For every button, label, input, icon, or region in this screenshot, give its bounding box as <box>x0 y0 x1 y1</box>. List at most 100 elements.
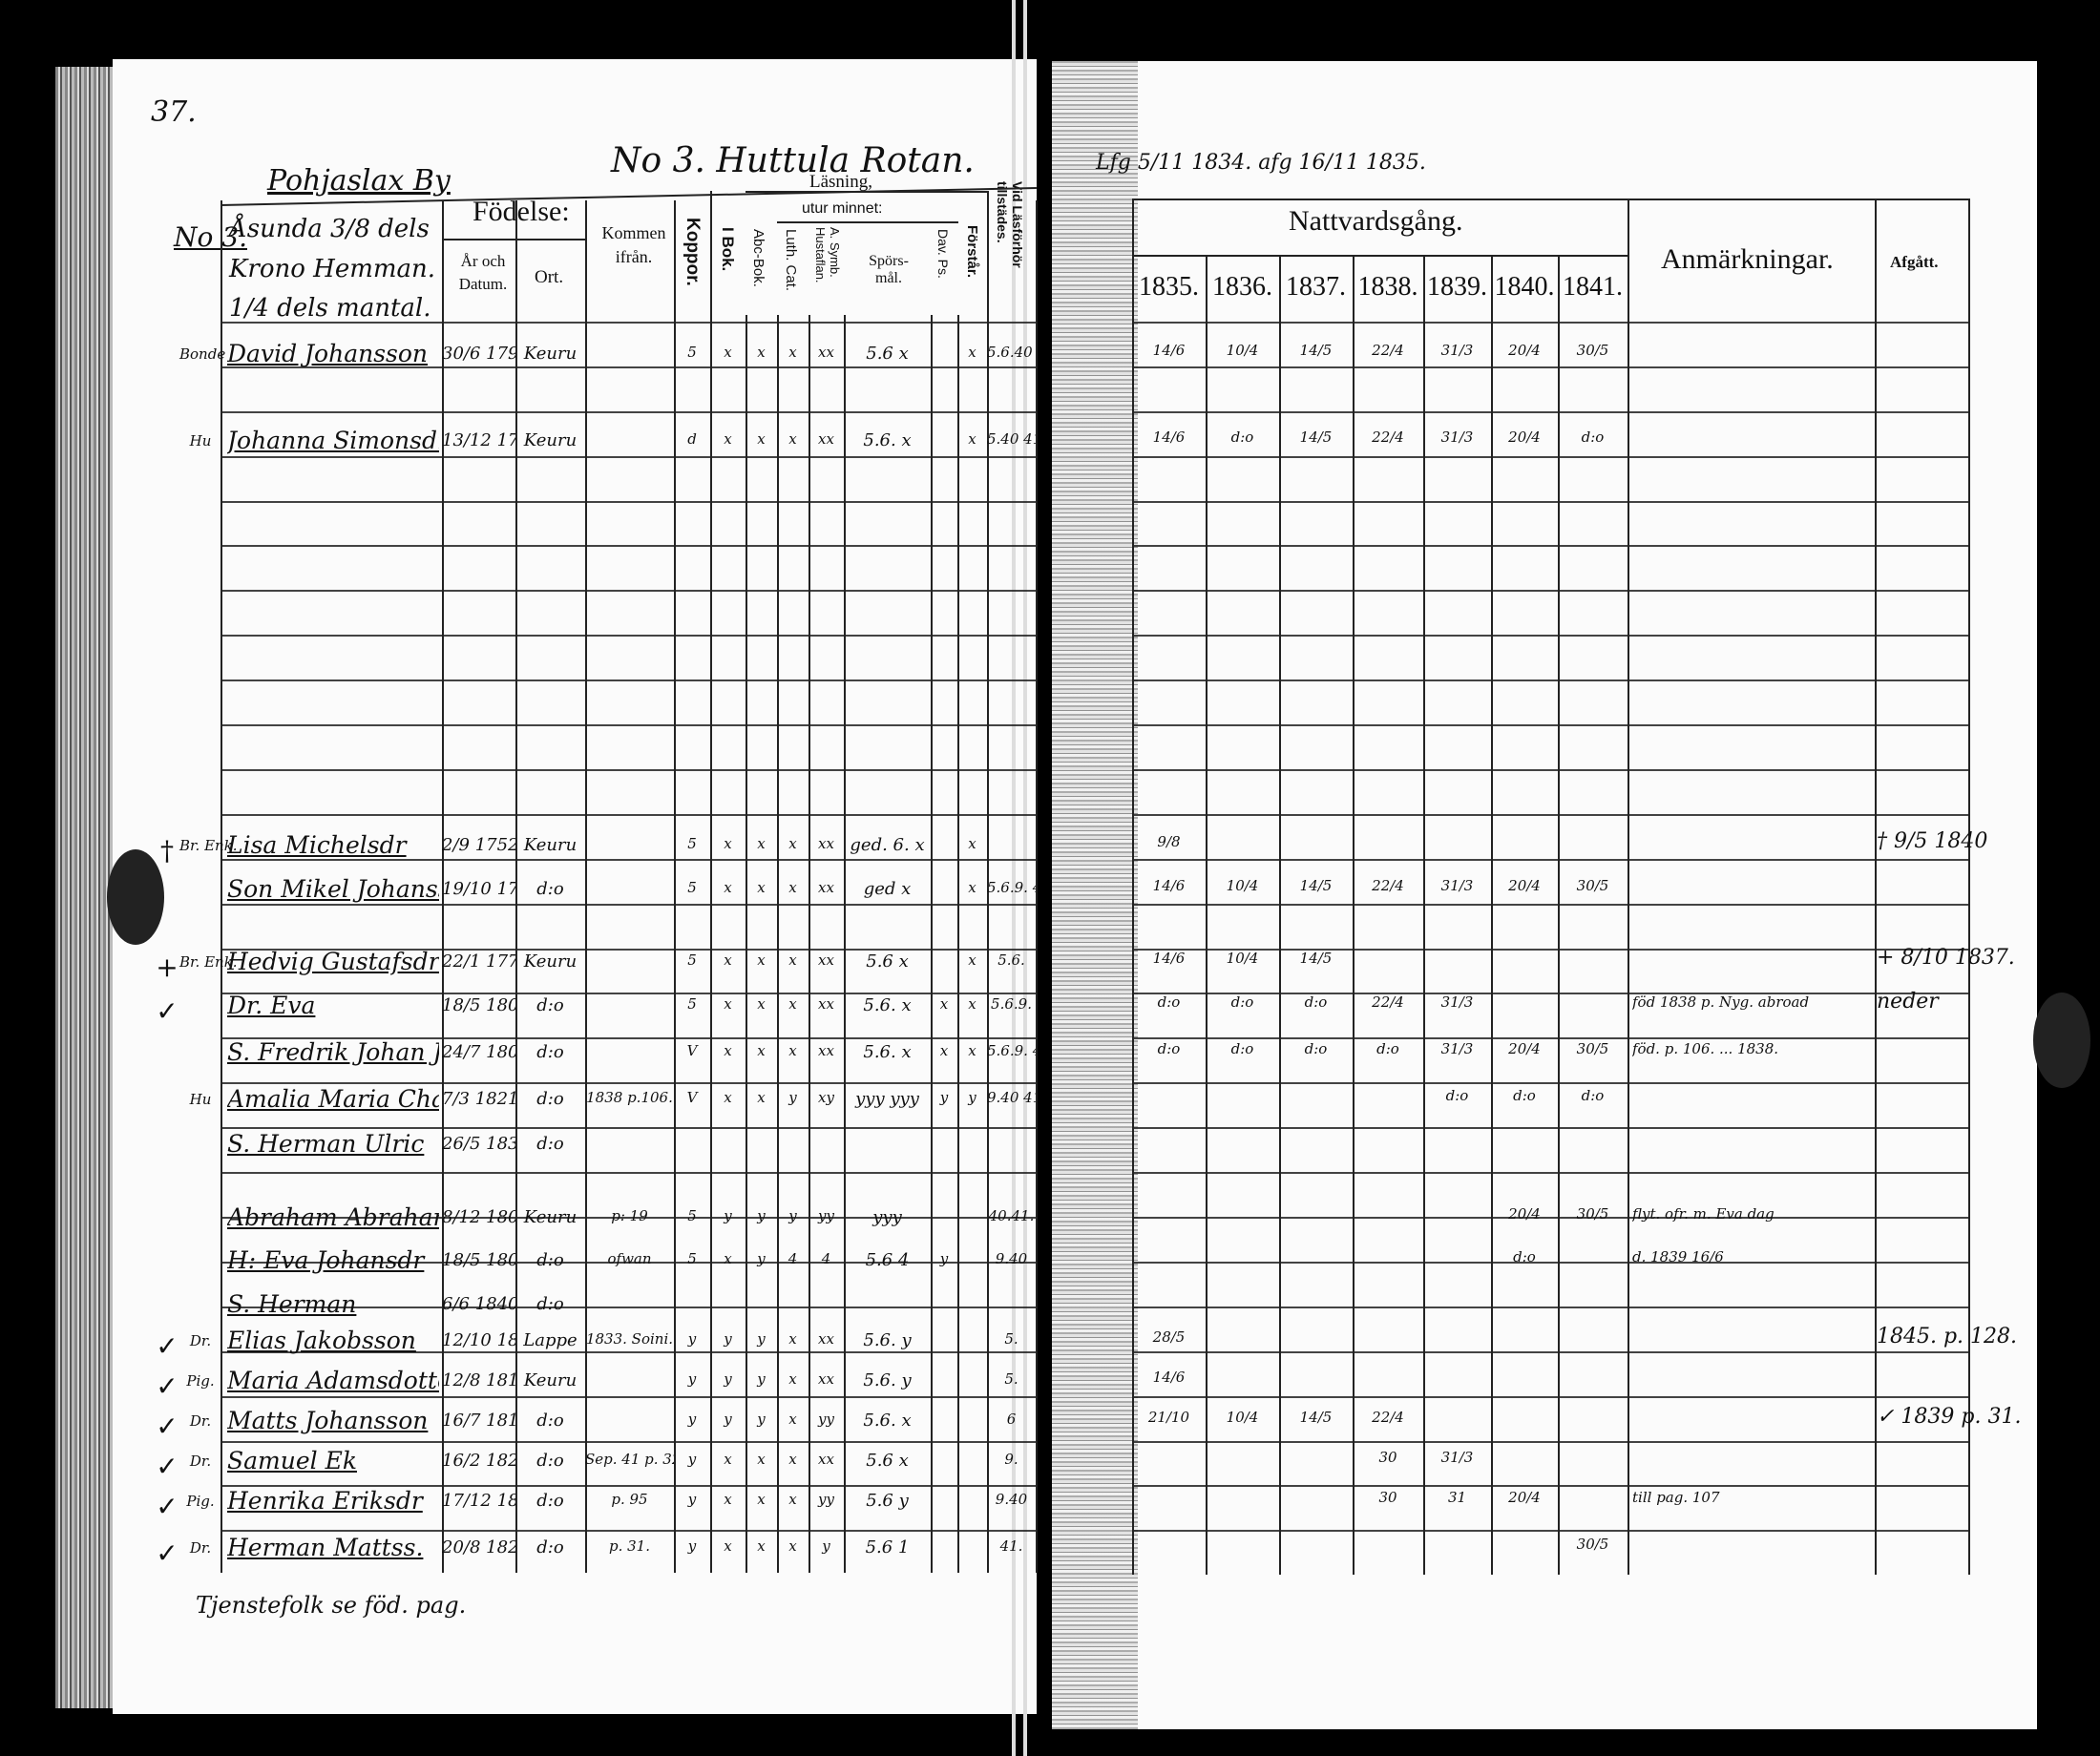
row-rule <box>1132 814 1969 816</box>
communion-date: d:o <box>1304 1040 1328 1057</box>
row-rule <box>1132 1351 1969 1353</box>
cell-symb: yy <box>818 1411 834 1428</box>
communion-date: 30/5 <box>1576 342 1609 359</box>
remark: d. 1839 16/6 <box>1632 1248 1724 1265</box>
cell-koppor: y <box>687 1451 697 1468</box>
header-koppor: Koppor. <box>682 218 703 286</box>
person-name: Johanna Simonsdr <box>227 427 439 454</box>
cell-date: 13/12 1798. <box>442 430 515 450</box>
row-rule <box>1132 501 1969 503</box>
cell-koppor: d <box>687 430 697 448</box>
cell-luth: 4 <box>788 1250 798 1267</box>
row-rule <box>1132 1037 1969 1039</box>
row-mark: ✓ <box>156 1370 178 1402</box>
cell-date: 26/5 1839 <box>442 1134 515 1154</box>
header-year: 1837. <box>1286 272 1346 302</box>
departed: neder <box>1877 990 1939 1014</box>
row-rule <box>220 769 1037 771</box>
row-rule <box>1132 411 1969 413</box>
header-i-bok: I Bok. <box>719 227 737 272</box>
row-rule <box>220 1396 1037 1398</box>
cell-spors: 5.6 x <box>866 344 909 364</box>
row-title: Dr. <box>189 1453 212 1470</box>
cell-dav: x <box>939 995 949 1013</box>
cell-ibok: x <box>724 1491 732 1508</box>
communion-date: 22/4 <box>1372 877 1404 894</box>
row-rule <box>1132 366 1969 368</box>
departed: † 9/5 1840 <box>1877 829 1988 853</box>
cell-spors: 5.6. y <box>863 1370 912 1390</box>
header-vid-lasforhor: Vid Läsförhör tillstädes. <box>995 181 1025 268</box>
person-name: Samuel Ek <box>227 1447 357 1474</box>
row-rule <box>220 322 1037 324</box>
page-number: 37. <box>151 95 197 129</box>
cell-from: Sep. 41 p. 32. <box>585 1451 674 1468</box>
communion-date: d:o <box>1157 1040 1181 1057</box>
communion-date: 30 <box>1378 1489 1397 1506</box>
row-rule <box>1132 1082 1969 1084</box>
column-rule <box>585 200 587 1573</box>
cell-date: 2/9 1752. <box>442 835 515 855</box>
cell-forstar: x <box>968 1042 976 1059</box>
header-year: 1835. <box>1139 272 1199 302</box>
row-mark: ✓ <box>156 1451 178 1482</box>
row-rule <box>220 904 1037 906</box>
person-name: Amalia Maria Charlotta Johansdr <box>227 1085 439 1113</box>
cell-luth: y <box>788 1207 797 1224</box>
cell-forstar: y <box>968 1089 976 1106</box>
row-rule <box>1132 679 1969 681</box>
column-rule <box>1628 199 1629 1575</box>
cell-luth: x <box>788 951 797 969</box>
cell-koppor: y <box>687 1537 697 1555</box>
cell-luth: x <box>788 1451 797 1468</box>
row-title: Hu <box>189 432 212 449</box>
column-rule <box>220 200 222 1573</box>
cell-place: d:o <box>536 1089 564 1109</box>
cell-luth: x <box>788 1370 797 1388</box>
fodelse-rule <box>442 239 585 240</box>
cell-symb: y <box>822 1537 830 1555</box>
remark: flyt. ofr. m. Eva dag <box>1632 1205 1774 1223</box>
header-year: 1838. <box>1357 272 1418 302</box>
person-name: Herman Mattss. <box>227 1534 424 1561</box>
column-rule <box>931 315 933 1573</box>
departed: + 8/10 1837. <box>1877 946 2015 970</box>
cell-ibok: x <box>724 430 732 448</box>
cell-date: 22/1 1774. <box>442 951 515 972</box>
communion-date: 21/10 <box>1147 1409 1190 1426</box>
cell-place: d:o <box>536 1411 564 1431</box>
header-top-rule <box>1132 199 1969 200</box>
column-rule <box>1036 200 1038 1573</box>
header-year: 1840. <box>1494 272 1555 302</box>
header-ort: Ort. <box>535 267 564 287</box>
communion-date: 20/4 <box>1508 877 1541 894</box>
communion-date: 10/4 <box>1226 950 1259 967</box>
communion-date: d:o <box>1445 1087 1469 1104</box>
cell-koppor: y <box>687 1491 697 1508</box>
communion-date: 20/4 <box>1508 342 1541 359</box>
cell-symb: xx <box>818 835 834 852</box>
cell-spors: yyy <box>872 1207 902 1227</box>
column-rule <box>674 200 676 1573</box>
communion-date: 30 <box>1378 1449 1397 1466</box>
cell-spors: 5.6 x <box>866 1451 909 1471</box>
communion-date: 14/6 <box>1152 342 1186 359</box>
cell-ibok: x <box>724 1250 732 1267</box>
cell-spors: 5.6 4 <box>865 1250 910 1270</box>
row-title: Pig. <box>186 1372 215 1390</box>
cell-vid: 6 <box>1006 1411 1017 1428</box>
column-rule <box>1968 199 1970 1575</box>
cell-abc: x <box>757 951 766 969</box>
cell-date: 17/12 1819 <box>442 1491 515 1511</box>
row-rule <box>1132 322 1969 324</box>
communion-date: 14/5 <box>1299 429 1333 446</box>
communion-date: 31/3 <box>1440 993 1474 1011</box>
person-name: Son Mikel Johansson <box>227 875 439 903</box>
cell-abc: x <box>757 1491 766 1508</box>
right-page <box>1052 61 2037 1729</box>
cell-date: 20/8 1821 <box>442 1537 515 1557</box>
cell-spors: 5.6 y <box>866 1491 909 1511</box>
communion-date: 31 <box>1447 1489 1467 1506</box>
column-rule <box>777 315 779 1573</box>
cell-spors: 5.6 x <box>866 951 909 972</box>
